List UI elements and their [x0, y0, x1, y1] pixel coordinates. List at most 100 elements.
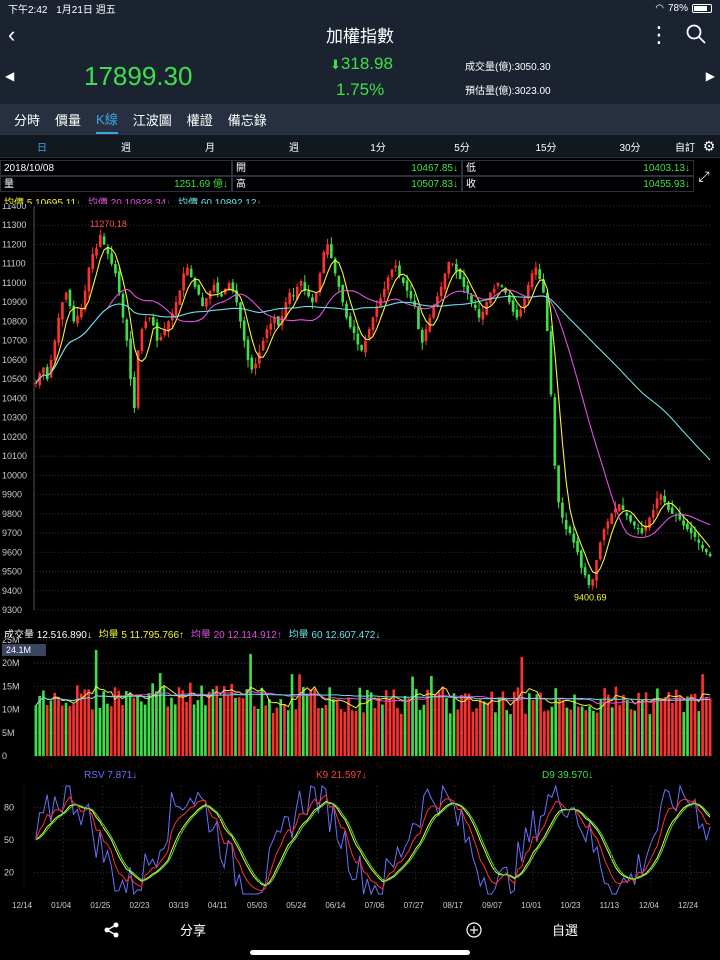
tab-wave[interactable]: 江波圖: [132, 112, 172, 128]
volume-bar: [505, 710, 509, 756]
candle-body: [371, 317, 375, 331]
more-icon[interactable]: ⋮: [648, 22, 670, 47]
volume-bar: [494, 712, 497, 756]
candle-body: [280, 315, 284, 326]
candle-body: [220, 293, 223, 297]
candle-body: [670, 507, 674, 514]
volume-bar: [520, 656, 524, 756]
volume-bar: [479, 699, 482, 756]
candle-body: [114, 264, 117, 274]
candle-body: [288, 292, 291, 304]
x-tick-label: 10/23: [560, 901, 581, 910]
period-30min[interactable]: 30分: [619, 142, 641, 154]
volume-chart[interactable]: 25M 20M 15M 10M 5M 0 24.1M: [0, 638, 720, 760]
y-tick-label: 9600: [2, 547, 22, 557]
tab-kline[interactable]: K線: [96, 105, 118, 134]
x-tick-label: 02/23: [130, 901, 151, 910]
volume-bar: [192, 704, 196, 756]
period-week-2[interactable]: 週: [289, 142, 299, 154]
volume-bar: [294, 709, 298, 756]
candle-body: [417, 307, 420, 330]
high-value: 10507.83↓: [411, 179, 458, 190]
candle-body: [159, 336, 163, 341]
candlestick-chart[interactable]: 11400 11300 11200 11100 11000 10900 10800 10700…: [0, 204, 720, 614]
candle-body: [545, 293, 549, 332]
volume-bar: [576, 706, 580, 756]
volume-bar: [625, 699, 629, 756]
volume-bar: [313, 688, 316, 756]
kd-chart[interactable]: 80 50 20 12/14 01/04 01/25 02/23 03/19 04/11 05/0…: [0, 782, 720, 912]
candle-body: [697, 539, 701, 543]
y-tick-label: 5M: [2, 728, 15, 738]
info-high: 高 10507.83↓: [232, 176, 462, 192]
add-circle-icon: [466, 921, 482, 938]
search-icon[interactable]: [686, 24, 706, 44]
volume-bar: [467, 693, 471, 756]
period-day[interactable]: 日: [37, 142, 47, 154]
period-custom[interactable]: 自訂: [675, 142, 695, 154]
volume-bar: [584, 710, 588, 756]
volume-bar: [388, 698, 392, 756]
y-tick-label: 15M: [2, 681, 20, 691]
volume-bar: [75, 685, 79, 756]
candle-body: [174, 302, 178, 316]
volume-bar: [452, 693, 456, 756]
prev-stock-icon[interactable]: ◀: [5, 69, 15, 83]
volume-bar: [445, 698, 448, 756]
volume-bar: [554, 688, 558, 756]
period-week[interactable]: 週: [121, 142, 131, 154]
volume-bar: [373, 707, 377, 756]
volume-bar: [226, 694, 230, 756]
candle-body: [496, 282, 500, 287]
d9-green-line: [35, 801, 711, 886]
period-1min[interactable]: 1分: [370, 142, 386, 154]
volume-bar: [42, 690, 45, 756]
candle-body: [659, 494, 663, 500]
period-month[interactable]: 月: [205, 142, 215, 154]
candle-body: [447, 261, 451, 274]
next-stock-icon[interactable]: ▶: [705, 69, 715, 83]
volume-bar: [414, 688, 418, 756]
candle-body: [61, 302, 64, 320]
y-tick-label: 10600: [2, 355, 27, 365]
tab-intraday[interactable]: 分時: [14, 112, 41, 128]
x-tick-label: 09/07: [482, 901, 503, 910]
period-5min[interactable]: 5分: [454, 142, 470, 154]
volume-bar: [162, 686, 166, 756]
share-button[interactable]: 分享: [104, 920, 206, 939]
expand-icon[interactable]: ⤢: [698, 167, 710, 184]
favorite-button[interactable]: 自選: [466, 920, 578, 939]
candle-body: [284, 302, 288, 318]
volume-bar: [275, 707, 279, 756]
volume-bar: [215, 685, 219, 756]
vol-value: 1251.69 億↓: [174, 179, 228, 190]
tab-price-volume[interactable]: 價量: [55, 112, 82, 128]
close-value: 10455.93↓: [643, 179, 690, 190]
tab-memo[interactable]: 備忘錄: [227, 112, 267, 128]
k9-line: [35, 794, 711, 892]
back-icon[interactable]: ‹: [8, 22, 16, 47]
period-15min[interactable]: 15分: [535, 142, 557, 154]
volume-bar: [128, 692, 132, 756]
tab-warrant[interactable]: 權證: [186, 112, 213, 128]
change-value: 318.98: [340, 54, 393, 73]
gear-icon[interactable]: ⚙: [702, 137, 716, 154]
candle-body: [470, 295, 473, 303]
volume-bar: [671, 702, 674, 756]
volume-legend: 成交量 12,516,890↓ 均量 5 11,795,766↑ 均量 20 1…: [4, 626, 384, 641]
candle-body: [561, 502, 564, 518]
candle-body: [186, 267, 189, 276]
volume-bar: [219, 697, 222, 756]
volume-bar: [181, 690, 185, 756]
volume-bar: [384, 690, 388, 756]
y-tick-label: 9700: [2, 528, 22, 538]
candle-body: [481, 311, 485, 320]
bottom-bar: 分享 自選: [0, 912, 720, 960]
volume-bar: [347, 697, 350, 756]
y-tick-label: 11100: [2, 259, 26, 269]
candle-body: [587, 574, 591, 585]
volume-bar: [512, 691, 516, 756]
volume-bar: [49, 700, 53, 756]
candle-body: [91, 254, 95, 270]
tab-bar: 分時 價量 K線 江波圖 權證 備忘錄: [0, 104, 720, 134]
